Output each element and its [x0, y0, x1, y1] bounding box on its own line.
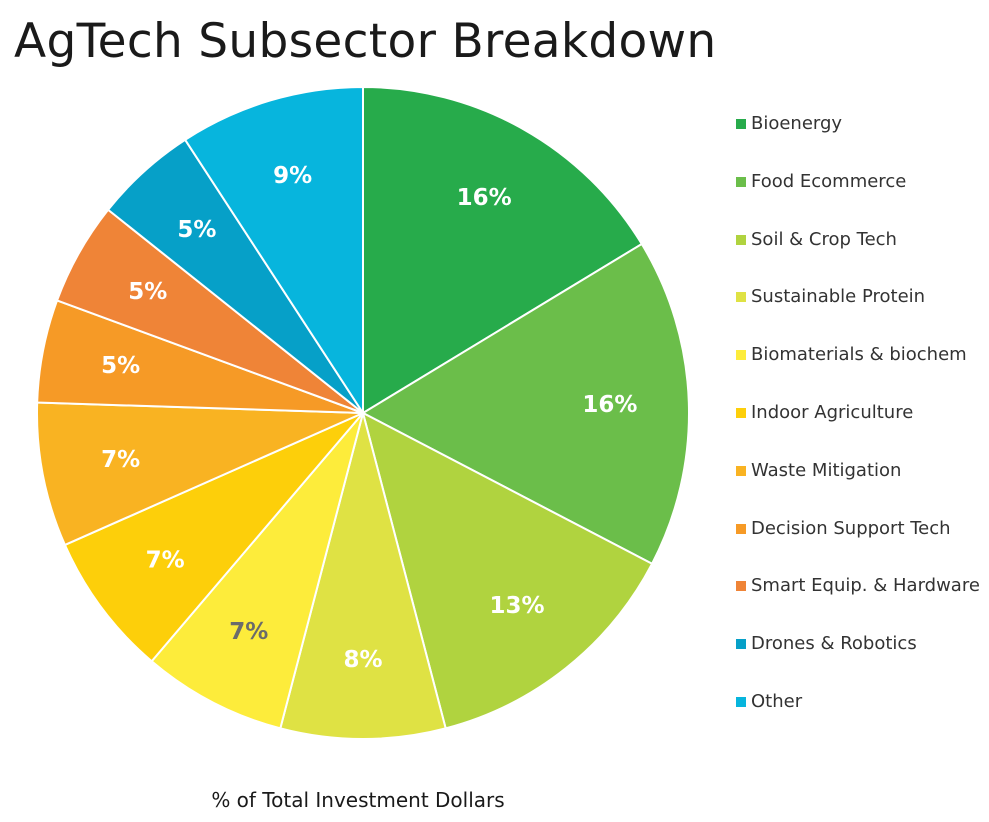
legend-swatch — [736, 407, 746, 418]
legend-swatch — [736, 639, 746, 650]
legend-label: Food Ecommerce — [751, 170, 907, 192]
legend-swatch — [736, 119, 746, 129]
legend-swatch — [736, 581, 746, 592]
legend-item-indoor-agriculture: Indoor Agriculture — [736, 402, 980, 460]
legend-item-bioenergy: Bioenergy — [736, 113, 980, 171]
legend-swatch — [736, 350, 746, 361]
chart-caption: % of Total Investment Dollars — [211, 788, 505, 812]
slice-label-decision-support-tech: 5% — [101, 353, 140, 379]
pie-slice-food-ecommerce — [362, 243, 690, 565]
legend-label: Biomaterials & biochem — [751, 344, 967, 366]
slice-label-drones-and-robotics: 5% — [177, 217, 216, 243]
legend-label: Sustainable Protein — [751, 286, 926, 308]
legend-item-smart-equip-and-hardware: Smart Equip. & Hardware — [736, 575, 980, 633]
pie-slice-bioenergy — [362, 86, 643, 414]
slice-label-waste-mitigation: 7% — [101, 447, 140, 473]
legend-label: Waste Mitigation — [751, 459, 902, 481]
legend-item-food-ecommerce: Food Ecommerce — [736, 171, 980, 229]
slice-label-bioenergy: 16% — [457, 185, 512, 211]
legend-item-soil-and-crop-tech: Soil & Crop Tech — [736, 229, 980, 287]
slice-label-food-ecommerce: 16% — [582, 392, 637, 418]
slice-label-smart-equip-and-hardware: 5% — [128, 279, 167, 305]
pie-slice-indoor-agriculture — [63, 412, 364, 663]
slice-label-soil-and-crop-tech: 13% — [489, 593, 544, 619]
pie-slice-biomaterials-and-biochem — [150, 412, 364, 730]
legend-item-biomaterials-and-biochem: Biomaterials & biochem — [736, 344, 980, 402]
legend-label: Soil & Crop Tech — [751, 228, 897, 250]
legend-label: Bioenergy — [751, 113, 843, 134]
pie-slice-sustainable-protein — [279, 412, 447, 741]
legend-item-waste-mitigation: Waste Mitigation — [736, 460, 980, 518]
legend-swatch — [736, 292, 746, 303]
legend-label: Drones & Robotics — [751, 633, 917, 655]
legend-item-other: Other — [736, 691, 980, 749]
legend-label: Decision Support Tech — [751, 517, 951, 539]
legend-swatch — [736, 176, 746, 187]
legend-item-decision-support-tech: Decision Support Tech — [736, 518, 980, 576]
slice-label-other: 9% — [273, 163, 312, 189]
legend-label: Other — [751, 690, 803, 712]
legend-swatch — [736, 523, 746, 534]
slice-label-sustainable-protein: 8% — [343, 647, 382, 673]
legend-item-drones-and-robotics: Drones & Robotics — [736, 633, 980, 691]
chart-title: AgTech Subsector Breakdown — [14, 14, 717, 69]
legend-item-sustainable-protein: Sustainable Protein — [736, 286, 980, 344]
slice-label-indoor-agriculture: 7% — [146, 548, 185, 574]
slice-label-biomaterials-and-biochem: 7% — [229, 619, 268, 645]
legend-label: Indoor Agriculture — [751, 401, 914, 423]
pie-slice-waste-mitigation — [36, 401, 364, 546]
chart-legend: Bioenergy Food Ecommerce Soil & Crop Tech S… — [736, 113, 980, 749]
legend-swatch — [736, 234, 746, 245]
legend-swatch — [736, 465, 746, 476]
pie-slice-soil-and-crop-tech — [362, 412, 654, 730]
pie-slice-other — [184, 86, 364, 414]
legend-label: Smart Equip. & Hardware — [751, 575, 980, 597]
legend-swatch — [736, 696, 746, 707]
